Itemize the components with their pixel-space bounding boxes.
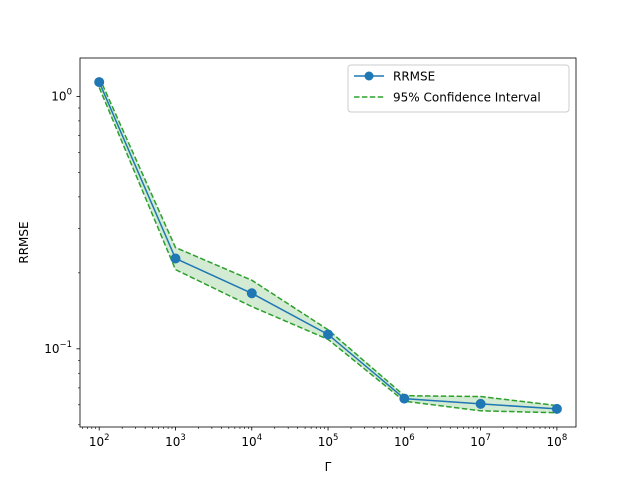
rrmse-point — [475, 398, 486, 409]
legend-entry-confidence-interval: 95% Confidence Interval — [354, 91, 541, 105]
x-tick-label: 106 — [394, 433, 415, 449]
rrmse-point — [551, 403, 562, 414]
x-tick-label: 102 — [89, 433, 110, 449]
rrmse-point — [399, 393, 410, 404]
x-axis-ticks: 102 103 104 105 106 107 108 — [81, 427, 568, 449]
x-tick-label: 104 — [241, 433, 262, 449]
rrmse-point — [170, 253, 181, 264]
x-tick-label: 105 — [318, 433, 339, 449]
x-tick-label: 103 — [165, 433, 186, 449]
series-marker-layer — [94, 77, 562, 414]
x-tick-label: 107 — [470, 433, 491, 449]
x-axis-label: Γ — [325, 460, 332, 474]
y-axis-ticks: 10−1 100 — [44, 87, 80, 426]
legend-box — [347, 64, 570, 113]
y-tick-label: 100 — [51, 87, 72, 103]
legend-rrmse-label: RRMSE — [393, 70, 435, 84]
y-axis-label: RRMSE — [17, 221, 31, 263]
legend-entry-rrmse: RRMSE — [354, 70, 435, 84]
rrmse-point — [323, 329, 334, 340]
rrmse-point — [94, 77, 105, 88]
legend-ci-label: 95% Confidence Interval — [393, 91, 541, 105]
legend: RRMSE 95% Confidence Interval — [347, 64, 570, 113]
x-tick-label: 108 — [547, 433, 568, 449]
y-tick-label: 10−1 — [44, 340, 72, 356]
rrmse-point — [246, 288, 257, 299]
legend-rrmse-marker — [364, 71, 374, 81]
